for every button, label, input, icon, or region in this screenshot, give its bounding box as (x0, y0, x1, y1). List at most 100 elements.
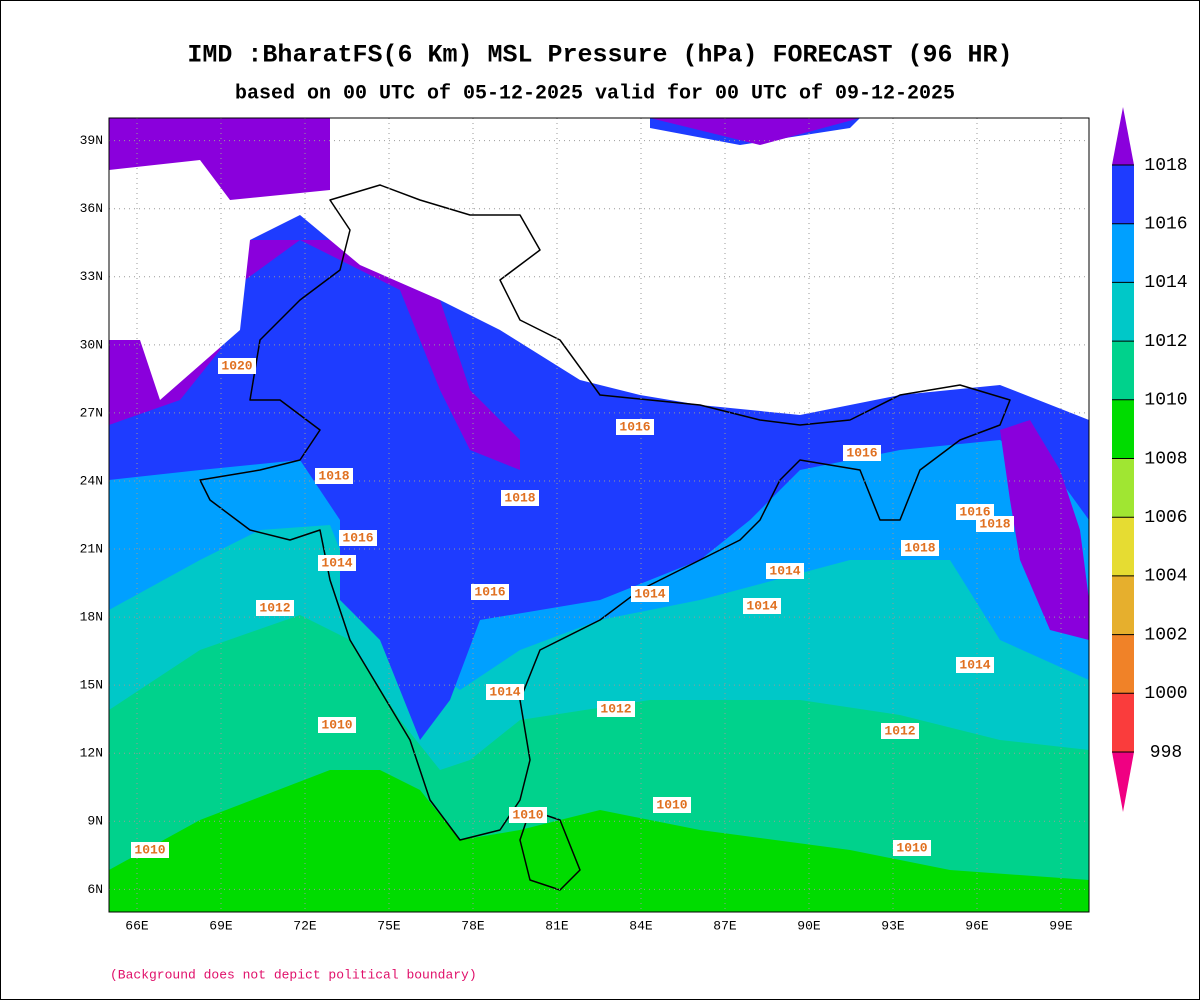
colorbar-label: 1006 (1144, 508, 1187, 528)
contour-label: 1010 (134, 842, 165, 857)
colorbar-label: 1010 (1144, 391, 1187, 411)
colorbar-box (1112, 341, 1134, 400)
lon-tick-label: 90E (797, 918, 821, 933)
contour-label: 1016 (846, 445, 877, 460)
subtitle: based on 00 UTC of 05-12-2025 valid for … (235, 82, 955, 105)
lon-tick-label: 81E (545, 918, 569, 933)
contour-label: 1016 (959, 504, 990, 519)
contour-label: 1020 (221, 358, 252, 373)
contour-label: 1016 (474, 584, 505, 599)
lat-tick-label: 33N (80, 269, 103, 284)
colorbar-box (1112, 517, 1134, 576)
contour-label-box (318, 717, 356, 733)
map-frame (108, 117, 1090, 913)
contour-label-box (318, 555, 356, 571)
contour-label-box (843, 445, 881, 461)
contour-label: 1014 (746, 598, 777, 613)
contour-label-box (509, 807, 547, 823)
contour-label-box (881, 723, 919, 739)
contour-label-box (131, 842, 169, 858)
pressure-band-top (650, 118, 860, 145)
contour-label-box (501, 490, 539, 506)
contour-label-box (256, 600, 294, 616)
colorbar-end (1112, 107, 1134, 165)
contour-label-box (653, 797, 691, 813)
contour-label-box (743, 598, 781, 614)
lat-tick-label: 36N (80, 201, 103, 216)
contour-label-box (893, 840, 931, 856)
contour-label-box (631, 586, 669, 602)
colorbar-box (1112, 282, 1134, 342)
map-area (109, 118, 1089, 912)
lon-tick-label: 69E (209, 918, 233, 933)
contour-label: 1010 (896, 840, 927, 855)
contour-label: 1014 (321, 555, 352, 570)
colorbar-label: 1008 (1144, 449, 1187, 469)
contour-label: 1014 (959, 657, 990, 672)
colorbar-label: 1002 (1144, 625, 1187, 645)
contour-label-box (956, 657, 994, 673)
colorbar-box (1112, 458, 1134, 518)
title: IMD :BharatFS(6 Km) MSL Pressure (hPa) F… (187, 41, 1012, 70)
colorbar-box (1112, 634, 1134, 694)
colorbar-box (1112, 399, 1134, 459)
lon-tick-label: 72E (293, 918, 317, 933)
lat-tick-label: 12N (80, 746, 103, 761)
lat-tick-label: 21N (80, 541, 103, 556)
contour-label: 1018 (504, 490, 535, 505)
contour-label: 1018 (979, 516, 1010, 531)
contour-label-box (616, 419, 654, 435)
lat-tick-label: 9N (87, 814, 103, 829)
contour-label-box (597, 701, 635, 717)
contour-label: 1016 (619, 419, 650, 434)
contour-label: 1018 (318, 468, 349, 483)
lon-tick-label: 87E (713, 918, 737, 933)
footnote: (Background does not depict political bo… (110, 967, 477, 982)
colorbar-label: 1014 (1144, 273, 1187, 293)
colorbar-label: 1016 (1144, 214, 1187, 234)
contour-label-box (471, 584, 509, 600)
colorbar-label: 1004 (1144, 567, 1187, 587)
lat-tick-label: 24N (80, 473, 103, 488)
lat-tick-label: 15N (80, 678, 103, 693)
colorbar-end (1112, 752, 1134, 812)
contour-label: 1010 (656, 797, 687, 812)
colorbar-box (1112, 575, 1134, 635)
lon-tick-label: 93E (881, 918, 905, 933)
contour-label-box (976, 516, 1014, 532)
lon-tick-label: 66E (125, 918, 149, 933)
lon-tick-label: 96E (965, 918, 989, 933)
lat-tick-label: 39N (80, 133, 103, 148)
contour-label: 1014 (489, 684, 520, 699)
colorbar-box (1112, 165, 1134, 224)
contour-label: 1018 (904, 540, 935, 555)
colorbar-box (1112, 693, 1134, 752)
colorbar-label: 1018 (1144, 156, 1187, 176)
contour-label-box (901, 540, 939, 556)
contour-label: 1016 (342, 530, 373, 545)
island-outline (519, 809, 581, 891)
contour-label: 1012 (600, 701, 631, 716)
contour-label-box (218, 358, 256, 374)
colorbar-box (1112, 223, 1134, 283)
colorbar-label: 1012 (1144, 332, 1187, 352)
contour-label-box (766, 563, 804, 579)
lat-tick-label: 27N (80, 405, 103, 420)
lat-tick-label: 18N (80, 610, 103, 625)
lat-tick-label: 6N (87, 882, 103, 897)
lon-tick-label: 75E (377, 918, 401, 933)
contour-label: 1012 (259, 600, 290, 615)
contour-label: 1010 (321, 717, 352, 732)
contour-label: 1012 (884, 723, 915, 738)
colorbar-label: 998 (1150, 743, 1182, 763)
contour-label: 1014 (634, 586, 665, 601)
country-outline (199, 184, 1011, 841)
contour-label-box (486, 684, 524, 700)
contour-label: 1014 (769, 563, 800, 578)
pressure-band (1000, 420, 1089, 640)
lon-tick-label: 78E (461, 918, 485, 933)
colorbar-label: 1000 (1144, 684, 1187, 704)
lon-tick-label: 99E (1049, 918, 1073, 933)
lon-tick-label: 84E (629, 918, 653, 933)
